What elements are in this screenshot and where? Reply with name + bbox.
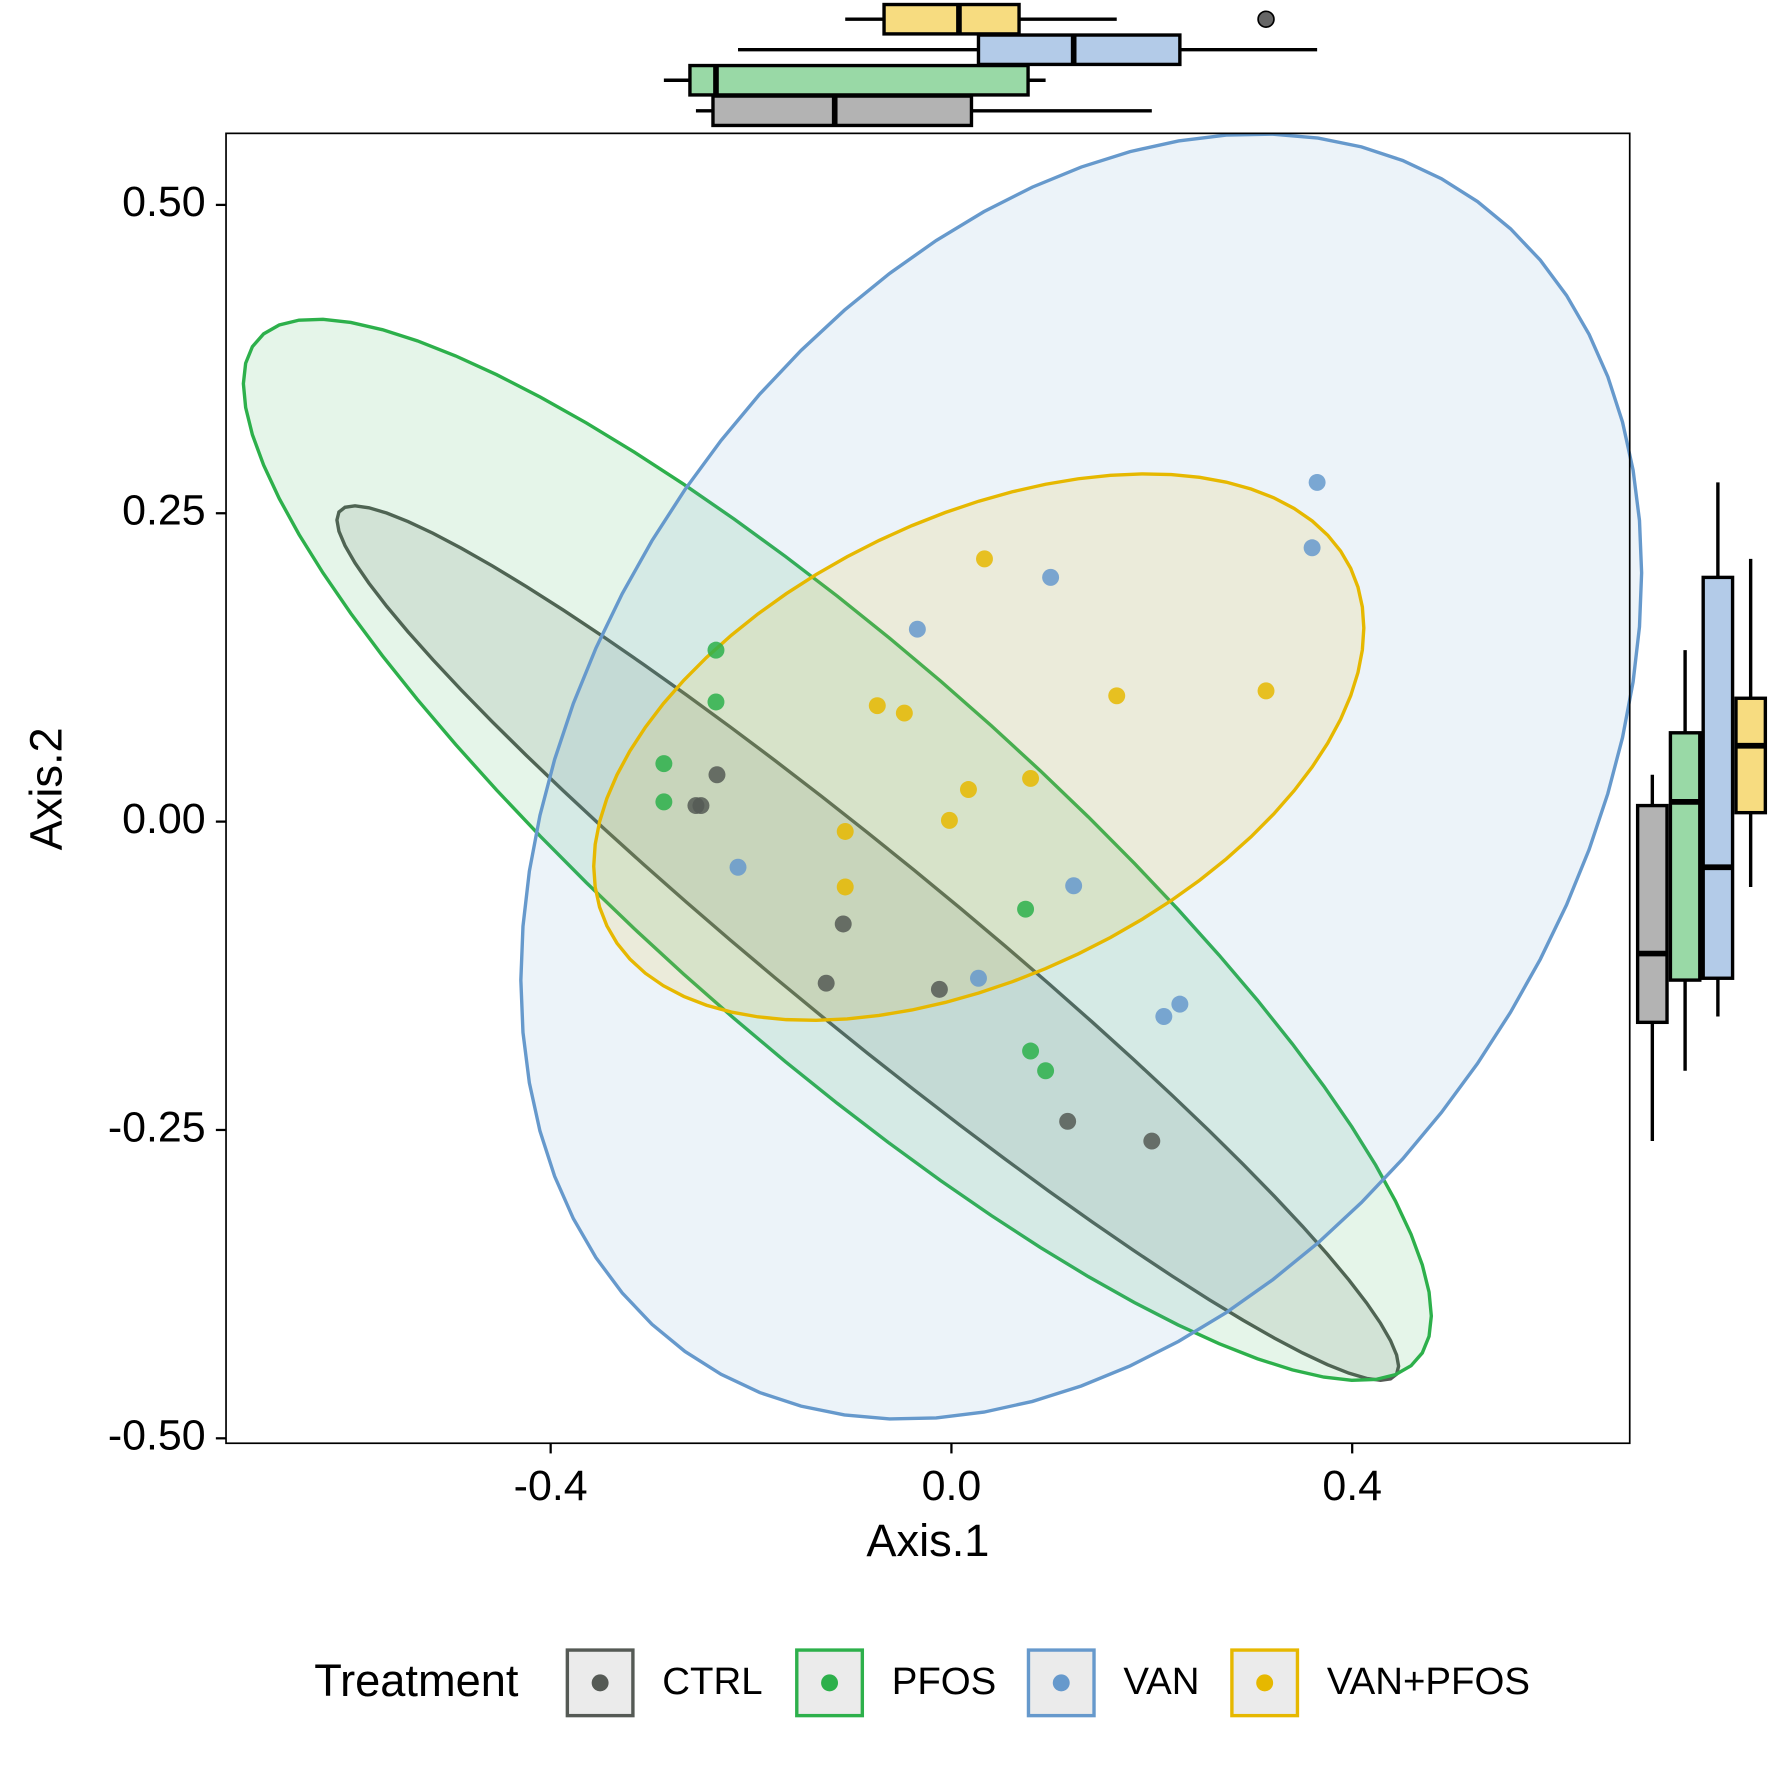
- point: [959, 781, 977, 799]
- x-axis-title: Axis.1: [866, 1515, 989, 1566]
- box: [1635, 803, 1669, 1025]
- box: [688, 63, 1030, 97]
- x-tick-label: 0.4: [1322, 1462, 1382, 1510]
- point: [1017, 900, 1035, 918]
- point: [707, 641, 725, 659]
- point: [692, 797, 710, 815]
- plot: -0.4 0.0 0.4 -0.50 -0.25 0.00 0.25 0.50 CTRL PFOS…: [108, 2, 1768, 1718]
- point: [1171, 995, 1189, 1013]
- point: [1257, 682, 1275, 700]
- y-tick-label: -0.25: [108, 1103, 206, 1151]
- box: [1734, 696, 1768, 815]
- box: [1668, 731, 1702, 982]
- ellipse: [519, 132, 1644, 1421]
- point: [1155, 1008, 1173, 1025]
- legend-label: VAN: [1123, 1660, 1199, 1703]
- legend-title: Treatment: [314, 1655, 519, 1706]
- point: [1108, 687, 1126, 705]
- point: [1059, 1112, 1077, 1130]
- point: [1037, 1062, 1055, 1080]
- point: [1303, 539, 1321, 557]
- legend-label: CTRL: [662, 1660, 762, 1703]
- point: [976, 550, 993, 568]
- box: [882, 2, 1021, 36]
- box: [711, 94, 974, 128]
- box: [1701, 575, 1735, 980]
- ellipse: [592, 472, 1366, 1023]
- legend-key: [795, 1648, 865, 1718]
- y-axis-title: Axis.2: [21, 727, 72, 850]
- point: [834, 915, 852, 933]
- y-tick-label: 0.25: [122, 487, 206, 535]
- box: [976, 33, 1182, 67]
- x-tick-label: 0.0: [922, 1462, 982, 1510]
- y-tick-label: 0.00: [122, 795, 206, 843]
- point: [940, 811, 958, 829]
- point: [655, 755, 673, 773]
- point: [655, 793, 673, 811]
- point: [1022, 769, 1040, 787]
- panel-border: [225, 132, 1631, 1445]
- ellipses: [241, 132, 1644, 1421]
- legend-dot: [591, 1674, 609, 1692]
- y-tick-label: -0.50: [108, 1412, 206, 1460]
- ellipse: [241, 317, 1434, 1383]
- point: [836, 822, 854, 840]
- legend-dot: [1256, 1674, 1274, 1692]
- box-outlier: [1257, 10, 1275, 28]
- point: [836, 878, 854, 896]
- legend-dot: [1052, 1674, 1070, 1692]
- y-tick-label: 0.50: [122, 178, 206, 226]
- point: [1022, 1042, 1040, 1060]
- point: [1042, 568, 1060, 586]
- point: [1308, 473, 1326, 491]
- point: [817, 974, 835, 992]
- point: [729, 858, 747, 876]
- point: [708, 766, 726, 784]
- x-tick-label: -0.4: [514, 1462, 588, 1510]
- point: [930, 980, 948, 998]
- point: [868, 697, 886, 715]
- legend-label: PFOS: [892, 1660, 997, 1703]
- point: [895, 704, 913, 722]
- legend-dot: [821, 1674, 839, 1692]
- point: [1143, 1132, 1161, 1150]
- point: [908, 620, 926, 638]
- point: [970, 969, 987, 987]
- ellipse: [335, 504, 1401, 1383]
- point: [1065, 877, 1083, 895]
- legend-label: VAN+PFOS: [1327, 1660, 1530, 1703]
- point: [707, 693, 725, 711]
